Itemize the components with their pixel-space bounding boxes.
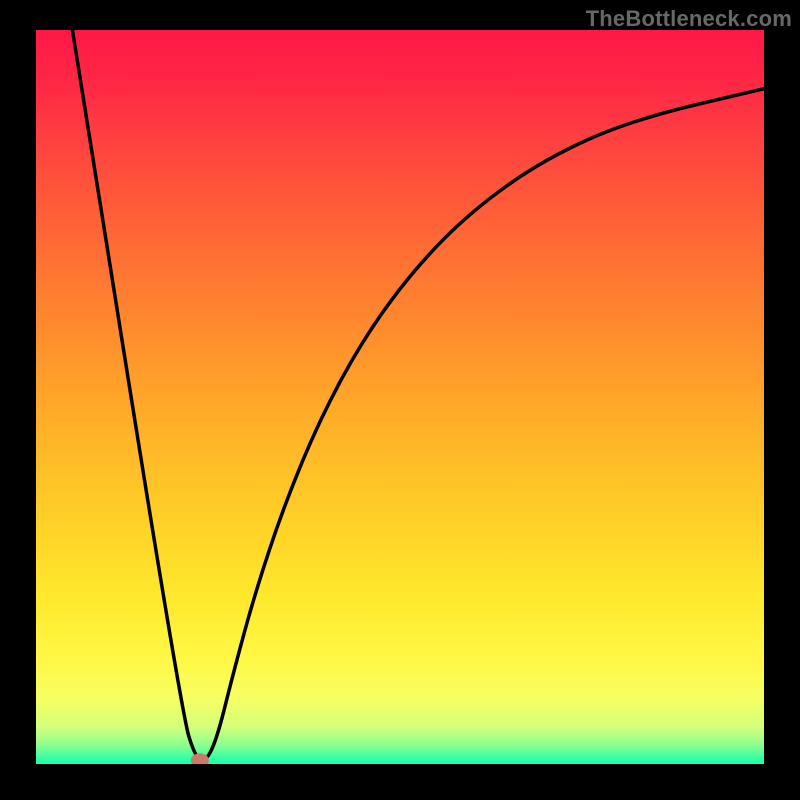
gradient-rect [36, 30, 764, 764]
watermark-text: TheBottleneck.com [586, 6, 792, 32]
stage: TheBottleneck.com [0, 0, 800, 800]
gradient-panel [36, 30, 764, 764]
